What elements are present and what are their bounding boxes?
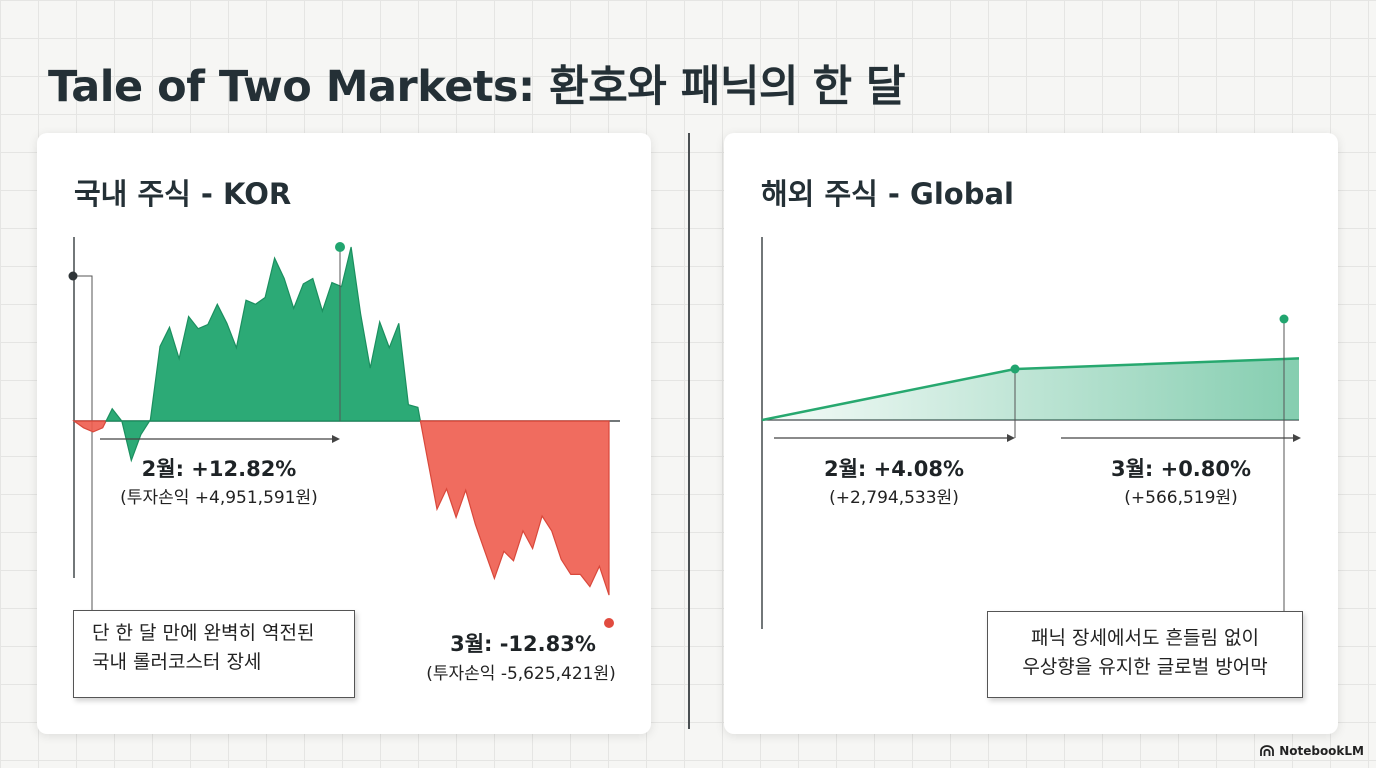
page-title: Tale of Two Markets: 환호와 패닉의 한 달	[48, 62, 906, 112]
kor-peak-dot	[335, 242, 345, 252]
kor-mar-sub: (투자손익 -5,625,421원)	[426, 664, 616, 684]
global-feb-dot	[1010, 364, 1020, 374]
kor-area-group	[72, 246, 610, 596]
brand-text: NotebookLM	[1279, 744, 1364, 758]
kor-loss-area	[419, 420, 610, 596]
global-feb-sub: (+2,794,533원)	[829, 488, 959, 508]
kor-loss-area	[72, 420, 108, 433]
global-series-line	[761, 357, 1300, 422]
kor-feb-sub: (투자손익 +4,951,591원)	[120, 488, 318, 508]
kor-feb-arrowhead	[332, 435, 340, 443]
global-note-line: 패닉 장세에서도 흔들림 없이	[1031, 627, 1259, 649]
kor-gain-area	[148, 246, 422, 422]
kor-mar-label: 3월: -12.83%	[450, 632, 596, 656]
global-chart: 2월: +4.08% (+2,794,533원) 3월: +0.80% (+56…	[761, 237, 1301, 629]
kor-panel-title: 국내 주식 - KOR	[74, 177, 292, 211]
global-area-fill	[762, 358, 1299, 420]
global-area-group	[761, 357, 1300, 422]
kor-start-bracket	[74, 275, 93, 611]
kor-note-box: 단 한 달 만에 완벽히 역전된 국내 롤러코스터 장세	[73, 610, 355, 698]
kor-feb-label: 2월: +12.82%	[142, 457, 297, 481]
kor-chart: 2월: +12.82% (투자손익 +4,951,591원) 3월: -12.8…	[68, 237, 620, 684]
kor-panel: 국내 주식 - KOR 2월: +12.82% (투자손익 +4,951,591…	[37, 133, 651, 734]
global-note-box: 패닉 장세에서도 흔들림 없이 우상향을 유지한 글로벌 방어막	[987, 611, 1303, 698]
kor-gain-area	[105, 407, 151, 463]
global-mar-label: 3월: +0.80%	[1111, 457, 1251, 481]
kor-start-dot	[68, 271, 78, 281]
global-feb-label: 2월: +4.08%	[824, 457, 964, 481]
global-panel-title: 해외 주식 - Global	[761, 177, 1014, 211]
global-mar-sub: (+566,519원)	[1124, 488, 1237, 508]
global-mar-dot	[1279, 314, 1289, 324]
notebooklm-logo: NotebookLM	[1260, 744, 1364, 758]
kor-note-line: 국내 롤러코스터 장세	[92, 651, 262, 673]
global-panel: 해외 주식 - Global 2월: +4.08% (+2,794,533원) …	[724, 133, 1338, 734]
notebooklm-icon	[1260, 745, 1275, 756]
global-mar-arrowhead	[1293, 434, 1301, 442]
panel-divider	[688, 133, 690, 729]
kor-note-line: 단 한 달 만에 완벽히 역전된	[92, 622, 315, 644]
kor-end-dot	[604, 618, 614, 628]
global-feb-arrowhead	[1007, 434, 1015, 442]
global-note-line: 우상향을 유지한 글로벌 방어막	[1022, 656, 1268, 678]
